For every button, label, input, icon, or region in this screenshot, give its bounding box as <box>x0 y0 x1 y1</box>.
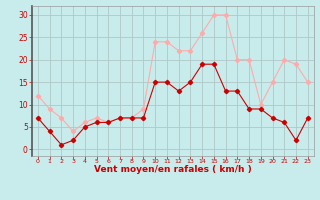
X-axis label: Vent moyen/en rafales ( km/h ): Vent moyen/en rafales ( km/h ) <box>94 165 252 174</box>
